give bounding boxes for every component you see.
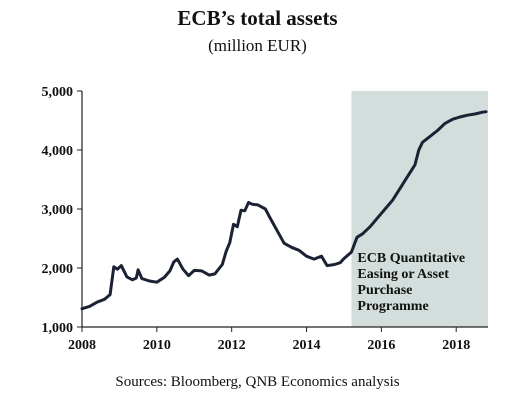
qe-region-label-line: Easing or Asset: [357, 267, 449, 282]
y-tick-label: 3,000: [42, 203, 74, 218]
x-tick-label: 2012: [218, 338, 246, 353]
chart-subtitle: (million EUR): [208, 36, 307, 55]
qe-shaded-region: [351, 91, 488, 327]
y-tick-label: 2,000: [42, 262, 74, 277]
y-tick-label: 5,000: [42, 85, 74, 100]
x-tick-label: 2010: [143, 338, 171, 353]
x-tick-label: 2014: [293, 338, 321, 353]
x-tick-label: 2008: [68, 338, 96, 353]
x-tick-label: 2018: [442, 338, 470, 353]
total-assets-line: [80, 110, 488, 311]
qe-region-label-line: ECB Quantitative: [357, 251, 465, 266]
y-tick-label: 1,000: [42, 321, 74, 336]
chart-title: ECB’s total assets: [177, 6, 338, 30]
chart-source: Sources: Bloomberg, QNB Economics analys…: [115, 374, 400, 390]
qe-region-label-line: Purchase: [357, 283, 412, 298]
x-tick-label: 2016: [367, 338, 395, 353]
qe-region-label-line: Programme: [357, 299, 428, 314]
y-tick-label: 4,000: [42, 144, 74, 159]
